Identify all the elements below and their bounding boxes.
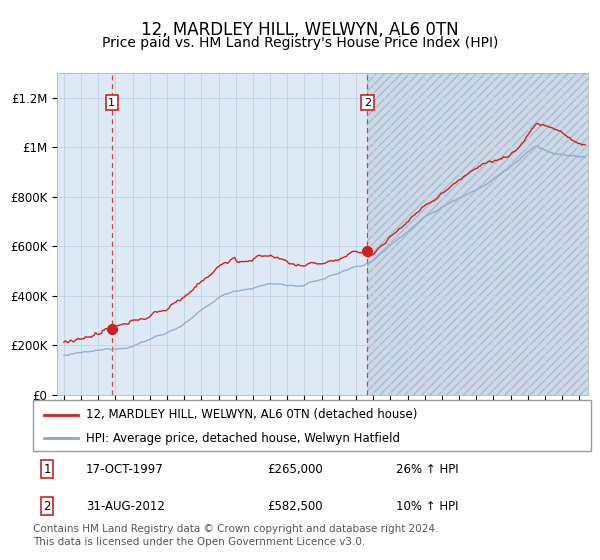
Text: £265,000: £265,000 [268,463,323,475]
FancyBboxPatch shape [33,400,591,451]
Bar [367,73,600,395]
Text: 2: 2 [364,97,371,108]
Text: 31-AUG-2012: 31-AUG-2012 [86,500,165,512]
Text: HPI: Average price, detached house, Welwyn Hatfield: HPI: Average price, detached house, Welw… [86,432,400,445]
Text: 12, MARDLEY HILL, WELWYN, AL6 0TN: 12, MARDLEY HILL, WELWYN, AL6 0TN [141,21,459,39]
Text: 17-OCT-1997: 17-OCT-1997 [86,463,164,475]
Text: 12, MARDLEY HILL, WELWYN, AL6 0TN (detached house): 12, MARDLEY HILL, WELWYN, AL6 0TN (detac… [86,408,418,421]
Text: Price paid vs. HM Land Registry's House Price Index (HPI): Price paid vs. HM Land Registry's House … [102,36,498,50]
Text: £582,500: £582,500 [268,500,323,512]
Text: Contains HM Land Registry data © Crown copyright and database right 2024.
This d: Contains HM Land Registry data © Crown c… [33,524,439,547]
Text: 2: 2 [43,500,50,512]
Text: 1: 1 [109,97,115,108]
Text: 26% ↑ HPI: 26% ↑ HPI [396,463,458,475]
Text: 10% ↑ HPI: 10% ↑ HPI [396,500,458,512]
Text: 1: 1 [43,463,50,475]
